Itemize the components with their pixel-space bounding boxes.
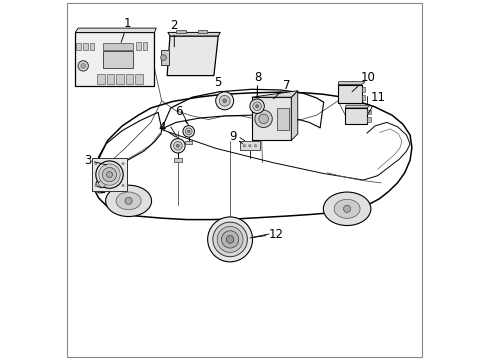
Text: 9: 9 [228, 130, 242, 144]
Bar [116, 74, 123, 84]
Circle shape [226, 235, 233, 243]
Bar [366, 117, 370, 122]
Bar [76, 43, 81, 50]
Bar [366, 110, 370, 114]
Text: 7: 7 [273, 79, 290, 99]
Polygon shape [251, 91, 297, 97]
Circle shape [99, 180, 106, 187]
Circle shape [95, 163, 97, 165]
Circle shape [99, 164, 120, 185]
Text: 1: 1 [121, 17, 131, 42]
Circle shape [106, 172, 112, 177]
Text: 5: 5 [214, 76, 224, 92]
Circle shape [122, 184, 124, 186]
Circle shape [243, 145, 245, 147]
Bar [89, 43, 94, 50]
Bar [239, 141, 260, 150]
Bar [361, 95, 365, 100]
Circle shape [215, 92, 233, 110]
Ellipse shape [116, 192, 141, 210]
Polygon shape [337, 82, 365, 85]
Circle shape [122, 163, 124, 165]
Text: 11: 11 [367, 91, 385, 113]
Circle shape [249, 99, 264, 113]
Circle shape [185, 128, 192, 135]
Circle shape [248, 145, 251, 147]
Circle shape [207, 217, 252, 262]
Circle shape [170, 139, 185, 153]
Circle shape [95, 184, 97, 186]
Bar [277, 108, 288, 130]
Circle shape [254, 110, 272, 127]
Bar [97, 74, 104, 84]
Circle shape [221, 231, 238, 248]
Circle shape [258, 114, 268, 123]
Bar [337, 85, 361, 103]
Text: 4: 4 [158, 121, 175, 137]
Bar [126, 74, 133, 84]
Bar [197, 30, 206, 33]
Bar [75, 32, 154, 86]
Bar [160, 50, 168, 65]
Bar [176, 30, 185, 33]
Circle shape [125, 197, 132, 204]
Polygon shape [167, 36, 218, 76]
Ellipse shape [96, 180, 108, 188]
Circle shape [252, 102, 261, 111]
Circle shape [96, 161, 123, 188]
Text: 12: 12 [250, 228, 283, 240]
Bar [135, 74, 142, 84]
Bar [185, 141, 192, 144]
Polygon shape [291, 91, 297, 140]
Circle shape [78, 61, 88, 71]
Circle shape [255, 105, 258, 108]
Bar [136, 42, 141, 50]
Bar [173, 158, 182, 162]
Text: 10: 10 [351, 71, 375, 92]
Circle shape [219, 95, 230, 106]
Circle shape [254, 145, 256, 147]
Circle shape [217, 226, 243, 252]
Polygon shape [345, 105, 370, 108]
Text: 8: 8 [253, 71, 261, 96]
Circle shape [160, 55, 166, 60]
Bar [103, 42, 133, 50]
Bar [103, 51, 133, 68]
Bar [142, 42, 147, 50]
Circle shape [173, 141, 182, 150]
Bar [361, 87, 365, 92]
Bar [92, 158, 127, 191]
Circle shape [176, 144, 179, 147]
Text: 3: 3 [84, 154, 106, 167]
Polygon shape [75, 28, 156, 32]
Text: 6: 6 [175, 105, 187, 123]
Bar [82, 43, 87, 50]
Ellipse shape [323, 192, 370, 225]
Circle shape [183, 126, 194, 137]
Circle shape [223, 99, 226, 103]
Polygon shape [167, 32, 220, 36]
Circle shape [187, 130, 189, 132]
Ellipse shape [333, 199, 359, 218]
Bar [251, 97, 291, 140]
Ellipse shape [105, 185, 151, 216]
Circle shape [212, 222, 247, 257]
Bar [345, 108, 366, 124]
Circle shape [343, 205, 350, 212]
Circle shape [81, 63, 85, 68]
Text: 2: 2 [170, 19, 178, 47]
Bar [107, 74, 114, 84]
Circle shape [102, 167, 116, 182]
